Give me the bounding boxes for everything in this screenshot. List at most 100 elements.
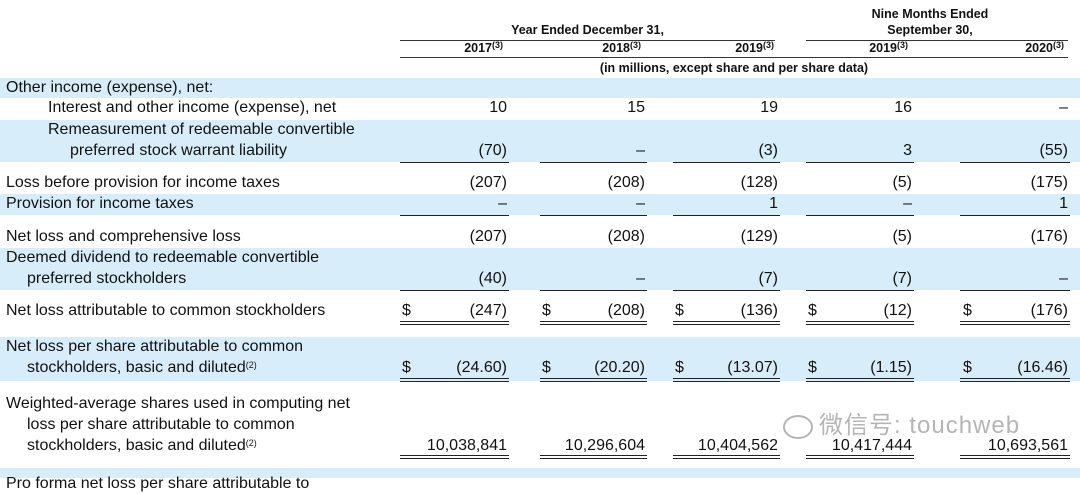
row-value: 15: [627, 99, 645, 116]
row-label: Deemed dividend to redeemable convertibl…: [6, 248, 319, 268]
row-value: (7): [892, 270, 912, 287]
double-underline: [540, 455, 647, 459]
single-underline: [806, 162, 914, 163]
header-rule: [806, 40, 1068, 41]
double-underline: [806, 455, 914, 459]
row-label-text: Remeasurement of redeemable convertible: [48, 121, 355, 138]
currency-symbol: $: [542, 359, 551, 376]
currency-symbol: $: [963, 302, 972, 319]
row-label-text: preferred stock warrant liability: [70, 142, 287, 159]
row-value: (5): [892, 228, 912, 245]
row-label: stockholders, basic and diluted(2): [27, 358, 257, 378]
row-label: Net loss per share attributable to commo…: [6, 337, 303, 357]
row-label-text: Loss before provision for income taxes: [6, 174, 280, 191]
row-value: (208): [607, 302, 645, 319]
double-underline: [673, 455, 780, 459]
row-label: Provision for income taxes: [6, 194, 194, 214]
row-label-text: Deemed dividend to redeemable convertibl…: [6, 249, 320, 266]
footnote-ref: (3): [492, 40, 503, 50]
single-underline: [960, 215, 1070, 216]
row-label: stockholders, basic and diluted(2): [27, 436, 257, 456]
nine-months-header-line2: September 30,: [887, 23, 973, 37]
row-value: (70): [478, 142, 507, 159]
double-underline: [400, 378, 509, 382]
row-value: 10,296,604: [564, 437, 645, 454]
row-label: Remeasurement of redeemable convertible: [48, 120, 355, 140]
row-value: (208): [607, 228, 645, 245]
row-value: (247): [469, 302, 507, 319]
row-value: (128): [740, 174, 778, 191]
row-label: Weighted-average shares used in computin…: [6, 394, 350, 414]
row-value: (176): [1030, 302, 1068, 319]
watermark: 微信号: touchweb: [783, 405, 1020, 440]
footnote-ref: (3): [897, 40, 908, 50]
row-value: 10,038,841: [426, 437, 507, 454]
row-label: Loss before provision for income taxes: [6, 173, 280, 193]
row-value: –: [903, 195, 912, 212]
row-value: 10,404,562: [697, 437, 778, 454]
row-label: Other income (expense), net:: [6, 78, 213, 98]
row-label-text: loss per share attributable to common: [27, 416, 295, 433]
single-underline: [540, 290, 647, 291]
row-shading: [0, 120, 1080, 162]
single-underline: [540, 162, 647, 163]
column-header-1: 2018(3): [540, 40, 641, 56]
row-value: –: [1059, 270, 1068, 287]
header-rule: [400, 40, 775, 41]
single-underline: [960, 162, 1070, 163]
footnote-ref: (2): [245, 360, 257, 370]
currency-symbol: $: [808, 359, 817, 376]
currency-symbol: $: [542, 302, 551, 319]
row-shading: [0, 248, 1080, 290]
row-value: (175): [1030, 174, 1068, 191]
footnote-ref: (2): [245, 438, 257, 448]
row-value: (5): [892, 174, 912, 191]
row-value: 10: [489, 99, 507, 116]
single-underline: [673, 162, 780, 163]
double-underline: [806, 378, 914, 382]
row-label-text: Interest and other income (expense), net: [48, 99, 337, 116]
row-label: loss per share attributable to common: [27, 415, 295, 435]
single-underline: [400, 215, 509, 216]
currency-symbol: $: [808, 302, 817, 319]
row-value: (20.20): [594, 359, 645, 376]
row-value: 19: [760, 99, 778, 116]
row-label-text: stockholders, basic and diluted: [27, 437, 246, 454]
row-value: (176): [1030, 228, 1068, 245]
column-year: 2018: [602, 41, 630, 55]
watermark-text: 微信号: touchweb: [819, 412, 1021, 439]
row-value: (207): [469, 174, 507, 191]
column-header-0: 2017(3): [400, 40, 503, 56]
row-value: 16: [894, 99, 912, 116]
row-value: (129): [740, 228, 778, 245]
row-label: preferred stock warrant liability: [70, 141, 287, 161]
row-shading: [0, 468, 1080, 478]
row-value: (1.15): [870, 359, 912, 376]
wechat-icon: [783, 414, 813, 439]
row-value: (3): [758, 142, 778, 159]
column-header-2: 2019(3): [673, 40, 774, 56]
row-value: –: [636, 142, 645, 159]
double-underline: [960, 321, 1070, 325]
row-value: –: [498, 195, 507, 212]
single-underline: [806, 215, 914, 216]
row-label-text: Net loss and comprehensive loss: [6, 228, 241, 245]
row-label-text: preferred stockholders: [27, 270, 187, 287]
row-value: 1: [1059, 195, 1068, 212]
row-value: (24.60): [456, 359, 507, 376]
currency-symbol: $: [402, 359, 411, 376]
row-value: (207): [469, 228, 507, 245]
double-underline: [673, 321, 780, 325]
nine-months-header-line1: Nine Months Ended: [871, 7, 989, 21]
footnote-ref: (3): [763, 40, 774, 50]
double-underline: [673, 378, 780, 382]
row-label: Net loss and comprehensive loss: [6, 227, 241, 247]
row-label-text: Provision for income taxes: [6, 195, 194, 212]
row-value: 1: [769, 195, 778, 212]
row-value: (13.07): [727, 359, 778, 376]
row-shading: [0, 78, 1080, 98]
currency-symbol: $: [675, 302, 684, 319]
column-year: 2019: [735, 41, 763, 55]
single-underline: [673, 215, 780, 216]
currency-symbol: $: [675, 359, 684, 376]
